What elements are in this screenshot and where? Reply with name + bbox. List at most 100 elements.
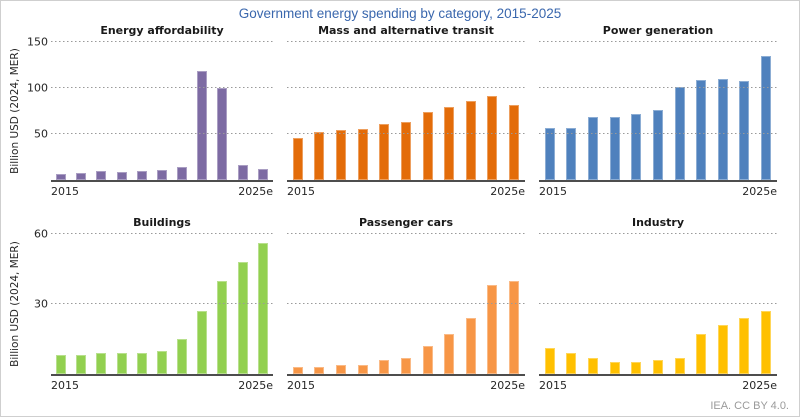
- x-tick-first: 2015: [539, 185, 567, 198]
- bar-2022: [444, 334, 455, 374]
- bar-2016: [76, 355, 87, 374]
- x-tick-last: 2025e: [742, 379, 777, 392]
- x-tick-last: 2025e: [238, 185, 273, 198]
- bar-2015: [544, 128, 555, 180]
- bar-2019: [136, 353, 147, 374]
- bar-2022: [197, 70, 208, 180]
- bar-2015: [56, 355, 67, 374]
- bar-2018: [357, 129, 368, 180]
- bar-2022: [696, 334, 707, 374]
- x-tick-first: 2015: [287, 379, 315, 392]
- y-tick-label: 100: [27, 81, 48, 95]
- x-tick-first: 2015: [51, 379, 79, 392]
- bar-2018: [116, 171, 127, 180]
- bar-2017: [336, 130, 347, 180]
- bar-2019: [379, 360, 390, 374]
- bar-2025e: [761, 311, 772, 374]
- x-tick-last: 2025e: [490, 379, 525, 392]
- gridline: [287, 41, 525, 42]
- bar-2025e: [761, 55, 772, 180]
- bar-2025e: [509, 104, 520, 180]
- bar-2025e: [257, 168, 268, 180]
- panel-power-generation: Power generation 2015 2025e: [539, 24, 777, 201]
- bar-2023: [465, 318, 476, 374]
- bar-2016: [314, 132, 325, 180]
- chart-row-bottom: Billion USD (2024, MER) 30 60 Buildings 2…: [7, 216, 777, 395]
- figure-title: Government energy spending by category, …: [238, 6, 562, 21]
- bar-2022: [444, 107, 455, 180]
- bar-2024: [487, 96, 498, 180]
- y-tick-label: 60: [34, 227, 48, 241]
- y-axis-ticks: 50 100 150: [23, 37, 48, 180]
- chart-grid: Billion USD (2024, MER) 50 100 150 Energy …: [1, 24, 799, 395]
- panel-title: Power generation: [602, 24, 714, 37]
- bar-2019: [379, 123, 390, 180]
- panel-title: Buildings: [133, 216, 191, 229]
- gridline: [51, 133, 273, 134]
- x-axis-labels: 2015 2025e: [287, 376, 525, 395]
- gridline: [539, 87, 777, 88]
- plot-area: [287, 233, 525, 376]
- gridline: [287, 303, 525, 304]
- bar-2021: [177, 167, 188, 180]
- x-axis-labels: 2015 2025e: [539, 182, 777, 201]
- bar-2024: [237, 165, 248, 180]
- bar-2019: [136, 170, 147, 180]
- bar-2023: [465, 100, 476, 180]
- gridline: [287, 233, 525, 234]
- panel-buildings: Billion USD (2024, MER) 30 60 Buildings 2…: [7, 216, 273, 395]
- gridline: [539, 303, 777, 304]
- bar-2017: [588, 117, 599, 180]
- bar-2019: [631, 113, 642, 180]
- panel-passenger-cars: Passenger cars 2015 2025e: [287, 216, 525, 395]
- x-axis-labels: 2015 2025e: [51, 182, 273, 201]
- bar-2021: [674, 357, 685, 374]
- gridline: [287, 87, 525, 88]
- bar-2023: [717, 325, 728, 374]
- y-tick-label: 150: [27, 35, 48, 49]
- bar-2016: [314, 367, 325, 374]
- x-tick-first: 2015: [287, 185, 315, 198]
- x-axis-labels: 2015 2025e: [539, 376, 777, 395]
- bar-2025e: [257, 243, 268, 374]
- bar-2024: [739, 80, 750, 180]
- bar-2022: [197, 311, 208, 374]
- bar-2018: [609, 362, 620, 374]
- y-tick-label: 30: [34, 297, 48, 311]
- bar-2024: [487, 285, 498, 374]
- plot-area: [539, 41, 777, 182]
- bar-2016: [76, 172, 87, 180]
- plot-area: [51, 41, 273, 182]
- gridline: [51, 303, 273, 304]
- plot-area: [287, 41, 525, 182]
- bar-2017: [96, 353, 107, 374]
- chart-row-top: Billion USD (2024, MER) 50 100 150 Energy …: [7, 24, 777, 201]
- plot-area: [51, 233, 273, 376]
- panel-title: Energy affordability: [100, 24, 224, 37]
- bar-2020: [156, 350, 167, 374]
- bar-2020: [400, 122, 411, 180]
- bar-2020: [400, 357, 411, 374]
- bar-2018: [609, 116, 620, 180]
- bar-2024: [237, 262, 248, 374]
- bar-2023: [217, 88, 228, 180]
- bar-2021: [177, 339, 188, 374]
- y-axis-label-column: Billion USD (2024, MER): [7, 234, 23, 374]
- bar-2018: [116, 353, 127, 374]
- gridline: [539, 41, 777, 42]
- bar-2015: [56, 173, 67, 180]
- bar-2020: [652, 110, 663, 180]
- plot-area: [539, 233, 777, 376]
- bar-2015: [544, 348, 555, 374]
- gridline: [539, 133, 777, 134]
- source-attribution: IEA. CC BY 4.0.: [710, 400, 789, 412]
- gridline: [51, 233, 273, 234]
- panel-industry: Industry 2015 2025e: [539, 216, 777, 395]
- bar-2016: [566, 353, 577, 374]
- bar-2022: [696, 79, 707, 180]
- bar-2025e: [509, 280, 520, 374]
- x-tick-first: 2015: [539, 379, 567, 392]
- x-tick-last: 2025e: [490, 185, 525, 198]
- bar-2023: [217, 280, 228, 374]
